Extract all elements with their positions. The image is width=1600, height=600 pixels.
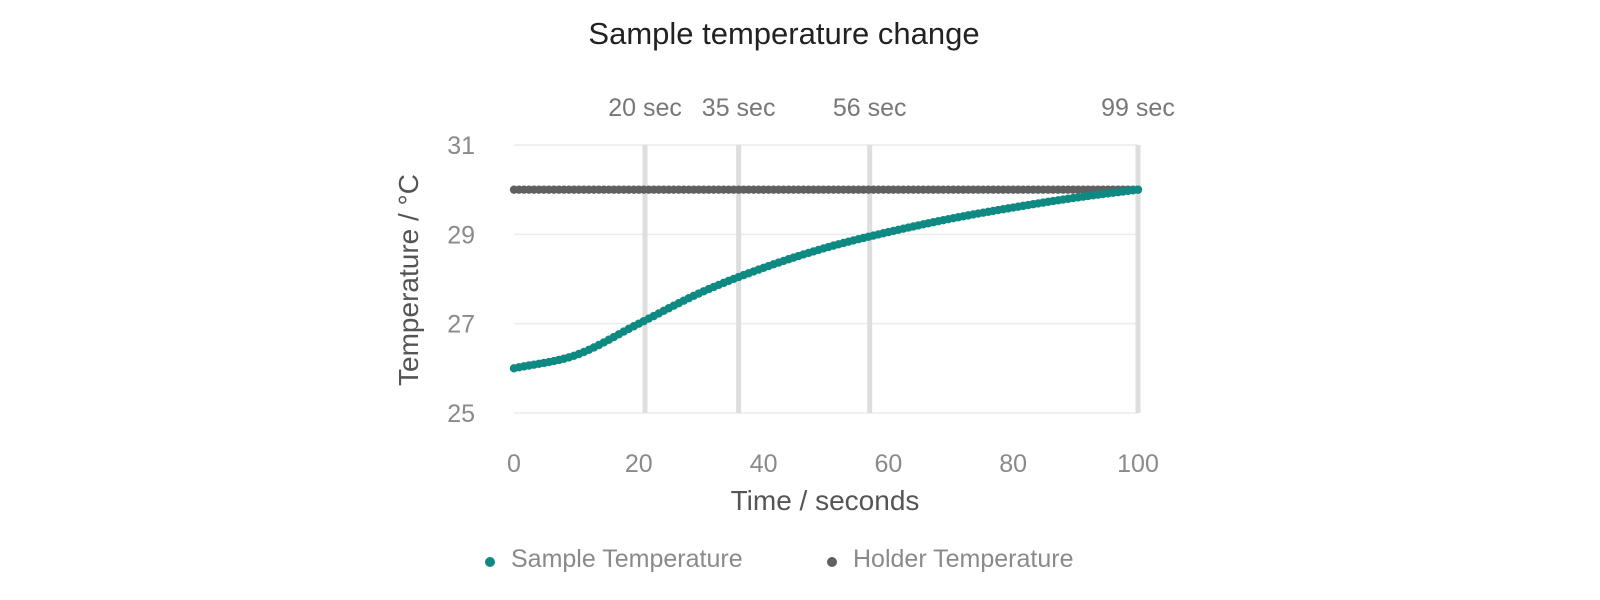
x-tick-label: 20 — [625, 450, 653, 478]
time-marker-label: 56 sec — [833, 94, 907, 122]
y-axis-title: Temperature / °C — [393, 174, 424, 386]
x-tick-label: 100 — [1117, 450, 1159, 478]
series-holder-temperature — [509, 185, 1143, 194]
chart-title: Sample temperature change — [588, 16, 979, 51]
y-axis-ticks: 25 27 29 31 — [447, 132, 475, 428]
x-tick-label: 40 — [750, 450, 778, 478]
y-tick-label: 27 — [447, 311, 475, 339]
legend-label: Sample Temperature — [511, 545, 743, 573]
x-axis-title: Time / seconds — [731, 485, 920, 516]
series-sample-temperature — [509, 185, 1143, 373]
series-plot — [509, 185, 1143, 373]
legend-marker — [827, 557, 837, 567]
grid — [514, 144, 1138, 414]
legend-label: Holder Temperature — [853, 545, 1073, 573]
time-marker-label: 20 sec — [608, 94, 682, 122]
time-markers: 20 sec 35 sec 56 sec 99 sec — [608, 94, 1175, 413]
data-point — [1133, 185, 1143, 194]
y-tick-label: 25 — [447, 400, 475, 428]
legend: Sample Temperature Holder Temperature — [485, 545, 1073, 573]
x-tick-label: 60 — [874, 450, 902, 478]
y-tick-label: 29 — [447, 221, 475, 249]
y-tick-label: 31 — [447, 132, 475, 160]
x-tick-label: 0 — [507, 450, 521, 478]
time-marker-label: 99 sec — [1101, 94, 1175, 122]
legend-marker — [485, 557, 495, 567]
x-tick-label: 80 — [999, 450, 1027, 478]
time-marker-label: 35 sec — [702, 94, 776, 122]
x-axis-ticks: 0 20 40 60 80 100 — [507, 450, 1159, 478]
